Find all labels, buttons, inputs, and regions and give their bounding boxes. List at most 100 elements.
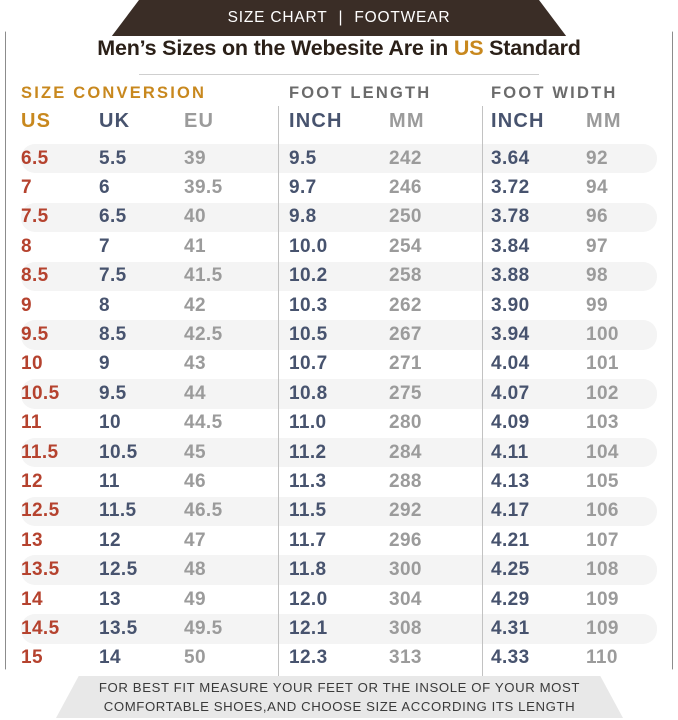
cell-width-inch: 3.72 (491, 177, 530, 199)
page-title-after: Standard (483, 36, 581, 60)
cell-width-mm: 96 (586, 202, 658, 233)
cell-length-inch: 11.5 (288, 496, 389, 527)
cell-width-mm: 103 (586, 412, 619, 434)
cell-us: 12 (20, 470, 43, 492)
cell-width-mm: 100 (586, 320, 658, 350)
table-row: 9 8 42 10.3 262 3.90 99 (21, 291, 657, 320)
group-header-foot-length: FOOT LENGTH (288, 84, 432, 102)
cell-width-inch: 3.90 (491, 294, 530, 316)
cell-length-inch: 9.8 (288, 202, 389, 233)
cell-length-mm: 267 (388, 320, 491, 350)
cell-width-inch: 3.64 (491, 144, 586, 174)
cell-eu: 44.5 (183, 412, 223, 434)
cell-width-inch: 4.29 (491, 588, 530, 610)
cell-uk: 7.5 (98, 261, 184, 291)
cell-length-mm: 308 (388, 614, 491, 644)
cell-length-inch: 10.5 (288, 320, 389, 350)
table-row: 8.5 7.5 41.5 10.2 258 3.88 98 (20, 261, 658, 291)
cell-length-inch: 10.0 (288, 235, 328, 257)
column-header-width-mm: MM (586, 110, 622, 132)
cell-width-mm: 110 (586, 647, 618, 669)
column-header-width-inch: INCH (491, 110, 545, 132)
cell-length-mm: 275 (388, 379, 491, 409)
table-row: 14 13 49 12.0 304 4.29 109 (21, 585, 657, 614)
cell-length-mm: 258 (388, 261, 491, 291)
cell-us: 6.5 (20, 144, 99, 174)
cell-uk: 11 (98, 470, 120, 492)
group-header-row: SIZE CONVERSION FOOT LENGTH FOOT WIDTH (21, 75, 657, 110)
table-row: 10.5 9.5 44 10.8 275 4.07 102 (20, 379, 658, 409)
cell-eu: 42.5 (183, 320, 289, 350)
cell-uk: 5.5 (98, 144, 184, 174)
cell-eu: 39 (183, 144, 289, 174)
cell-length-inch: 11.0 (288, 412, 327, 434)
cell-length-inch: 11.7 (288, 529, 327, 551)
cell-us: 7 (20, 177, 32, 199)
column-group-divider-2 (482, 106, 484, 684)
table-row: 10 9 43 10.7 271 4.04 101 (21, 350, 657, 379)
cell-eu: 43 (183, 353, 206, 375)
group-header-foot-width: FOOT WIDTH (491, 84, 618, 102)
cell-us: 11 (20, 412, 42, 434)
table-row: 15 14 50 12.3 313 4.33 110 (21, 644, 657, 673)
column-group-divider-1 (278, 106, 280, 684)
cell-us: 8.5 (20, 261, 99, 291)
table-row: 11.5 10.5 45 11.2 284 4.11 104 (20, 437, 658, 468)
cell-length-inch: 11.3 (288, 470, 327, 492)
table-row: 12.5 11.5 46.5 11.5 292 4.17 106 (20, 496, 658, 527)
cell-width-mm: 99 (586, 294, 608, 316)
cell-length-inch: 10.8 (288, 379, 389, 409)
cell-length-inch: 10.7 (288, 353, 328, 375)
column-header-length-inch: INCH (288, 110, 343, 132)
cell-eu: 45 (183, 437, 289, 468)
cell-eu: 39.5 (183, 177, 223, 199)
page-title: Men’s Sizes on the Webesite Are in US St… (5, 36, 673, 61)
cell-length-mm: 296 (388, 529, 422, 551)
cell-length-mm: 250 (388, 202, 491, 233)
cell-eu: 46 (183, 470, 206, 492)
cell-us: 10.5 (20, 379, 99, 409)
cell-length-mm: 288 (388, 470, 422, 492)
cell-length-mm: 254 (388, 235, 422, 257)
cell-uk: 8 (98, 294, 110, 316)
cell-width-inch: 4.07 (491, 379, 586, 409)
cell-width-mm: 101 (586, 353, 619, 375)
cell-uk: 13.5 (98, 614, 184, 644)
cell-eu: 50 (183, 647, 206, 669)
cell-us: 15 (20, 647, 43, 669)
cell-width-mm: 98 (586, 261, 658, 291)
cell-uk: 11.5 (98, 496, 184, 527)
table-row: 14.5 13.5 49.5 12.1 308 4.31 109 (20, 614, 658, 644)
cell-uk: 13 (98, 588, 121, 610)
cell-uk: 12 (98, 529, 121, 551)
cell-us: 9 (20, 294, 32, 316)
table-row: 8 7 41 10.0 254 3.84 97 (21, 232, 657, 261)
cell-length-inch: 9.5 (288, 144, 389, 174)
banner-title: SIZE CHART | FOOTWEAR (228, 9, 451, 27)
cell-eu: 48 (183, 555, 289, 585)
column-header-us: US (20, 110, 52, 132)
footer-line-2: COMFORTABLE SHOES,AND CHOOSE SIZE ACCORD… (103, 699, 576, 714)
cell-eu: 49.5 (183, 614, 289, 644)
cell-width-mm: 105 (586, 470, 619, 492)
cell-uk: 10.5 (98, 437, 184, 468)
cell-eu: 41.5 (183, 261, 289, 291)
cell-uk: 7 (98, 235, 110, 257)
cell-width-mm: 108 (586, 555, 658, 585)
cell-width-inch: 4.04 (491, 353, 530, 375)
cell-width-mm: 97 (586, 235, 608, 257)
column-header-uk: UK (98, 110, 131, 132)
cell-width-mm: 109 (586, 588, 619, 610)
table-body: 6.5 5.5 39 9.5 242 3.64 92 7 6 39.5 9.7 246 3.72 94 7.… (20, 144, 658, 673)
cell-us: 7.5 (20, 202, 99, 233)
cell-us: 9.5 (20, 320, 99, 350)
column-header-length-mm: MM (388, 110, 425, 132)
footer-line-1: FOR BEST FIT MEASURE YOUR FEET OR THE IN… (98, 679, 581, 695)
table-row: 12 11 46 11.3 288 4.13 105 (21, 467, 657, 496)
cell-width-mm: 94 (586, 177, 608, 199)
cell-length-mm: 284 (388, 437, 491, 468)
cell-length-mm: 280 (388, 412, 422, 434)
banner-left-label: SIZE CHART (227, 9, 328, 26)
cell-width-mm: 102 (586, 379, 658, 409)
